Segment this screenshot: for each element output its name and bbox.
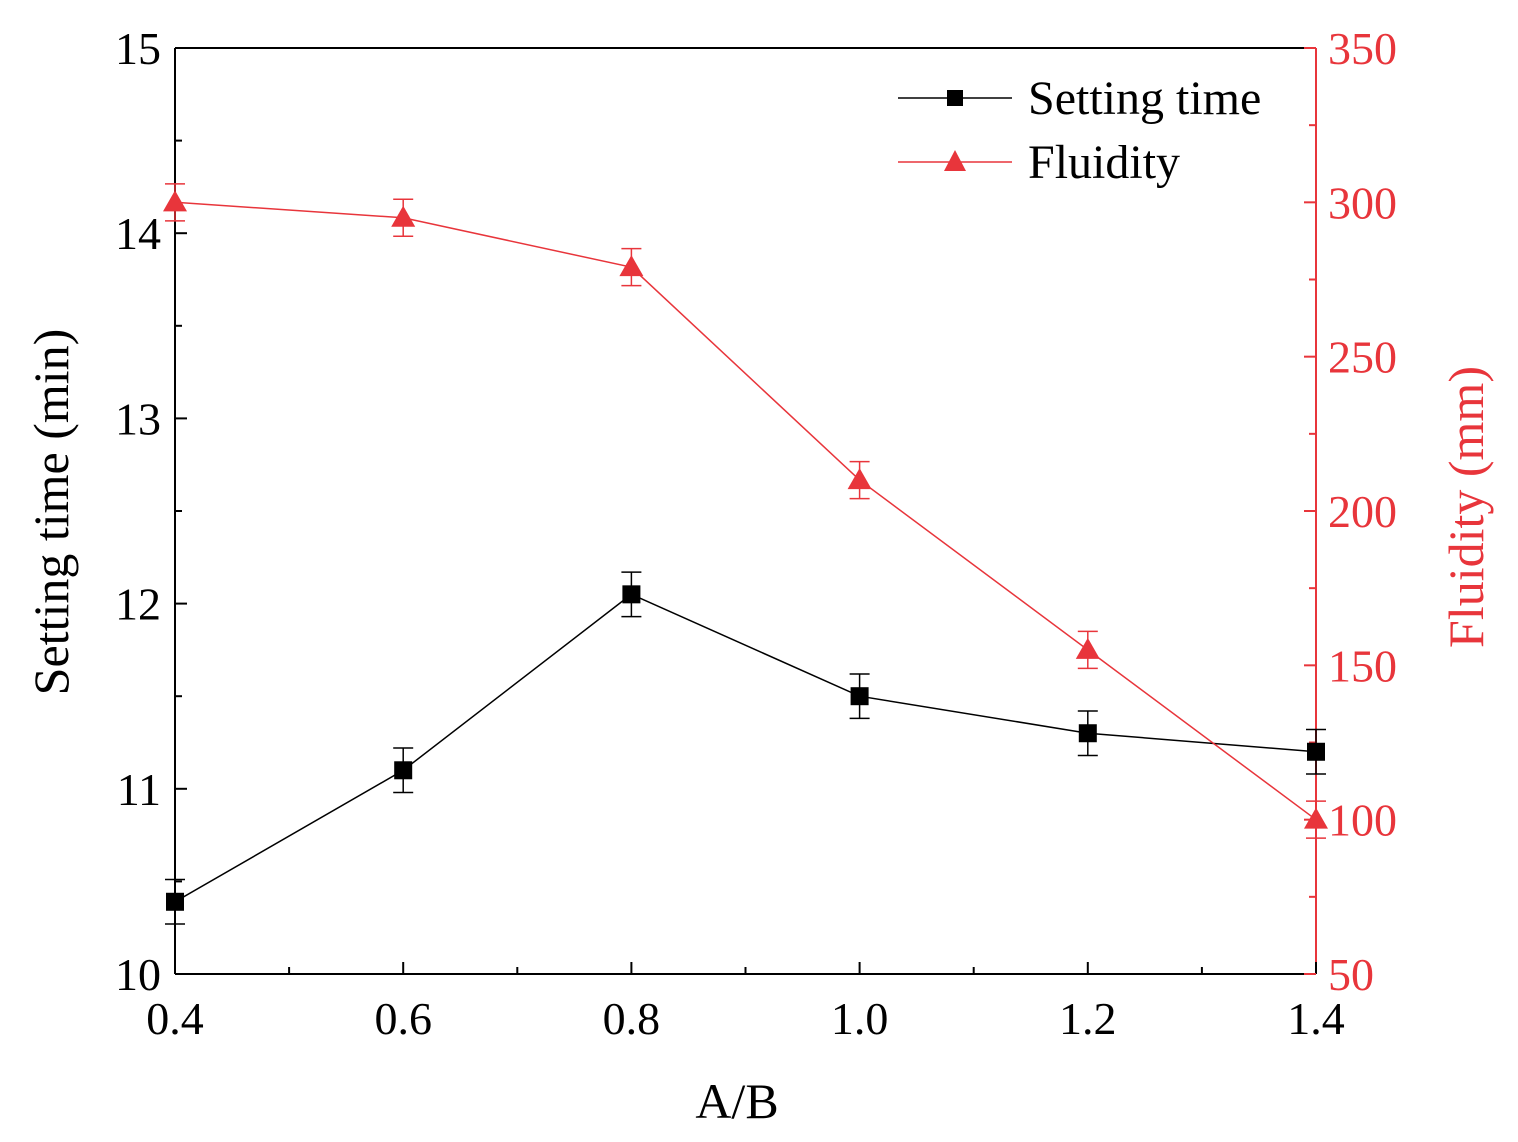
fluidity-point xyxy=(1075,637,1100,659)
setting-time-point xyxy=(166,892,184,911)
fluidity-point xyxy=(1304,807,1328,829)
y-right-tick-label: 350 xyxy=(1328,23,1397,74)
y-left-tick-label: 13 xyxy=(115,393,161,444)
legend-item-setting-time: Setting time xyxy=(898,72,1261,125)
y-axis-right: 50 100 150 200 250 300 350 xyxy=(1304,23,1397,1000)
y-left-tick-label: 12 xyxy=(115,579,161,630)
y-axis-left-title: Setting time (min) xyxy=(23,329,79,696)
setting-time-point xyxy=(1307,742,1325,761)
y-axis-right-title: Fluidity (mm) xyxy=(1438,366,1494,648)
series-layer xyxy=(163,183,1328,925)
y-left-tick-label: 10 xyxy=(115,949,161,1000)
setting-time-point xyxy=(1078,724,1097,743)
y-right-tick-label: 250 xyxy=(1328,332,1397,383)
setting-time-point xyxy=(622,585,641,604)
x-tick-label: 0.8 xyxy=(603,993,661,1044)
y-right-tick-label: 100 xyxy=(1328,795,1397,846)
x-tick-label: 1.4 xyxy=(1287,993,1345,1044)
x-axis-title: A/B xyxy=(695,1073,778,1129)
x-tick-label: 1.2 xyxy=(1059,993,1117,1044)
x-tick-label: 0.4 xyxy=(146,993,204,1044)
x-axis: 0.4 0.6 0.8 1.0 1.2 1.4 xyxy=(146,962,1345,1044)
y-right-tick-label: 150 xyxy=(1328,640,1397,691)
x-tick-label: 1.0 xyxy=(831,993,889,1044)
series-fluidity xyxy=(163,183,1328,839)
y-right-tick-label: 200 xyxy=(1328,486,1397,537)
setting-time-point xyxy=(850,687,869,706)
fluidity-point xyxy=(847,468,872,490)
legend-label: Fluidity xyxy=(1028,136,1180,189)
x-tick-label: 0.6 xyxy=(374,993,432,1044)
y-right-tick-label: 50 xyxy=(1328,949,1374,1000)
fluidity-point xyxy=(163,190,187,212)
series-setting-time xyxy=(165,571,1326,925)
legend-item-fluidity: Fluidity xyxy=(898,136,1180,189)
y-axis-left: 10 11 12 13 14 15 xyxy=(115,23,187,1000)
y-left-tick-label: 14 xyxy=(115,208,161,259)
legend: Setting time Fluidity xyxy=(898,72,1261,189)
legend-triangle-marker xyxy=(944,150,966,171)
y-left-tick-label: 15 xyxy=(115,23,161,74)
fluidity-line xyxy=(174,201,1317,821)
setting-time-line xyxy=(174,593,1317,903)
setting-time-point xyxy=(394,761,413,780)
fluidity-point xyxy=(619,255,644,277)
y-right-tick-label: 300 xyxy=(1328,177,1397,228)
legend-label: Setting time xyxy=(1028,72,1261,125)
legend-square-marker xyxy=(947,90,963,106)
fluidity-point xyxy=(391,205,416,227)
y-left-tick-label: 11 xyxy=(117,764,161,815)
